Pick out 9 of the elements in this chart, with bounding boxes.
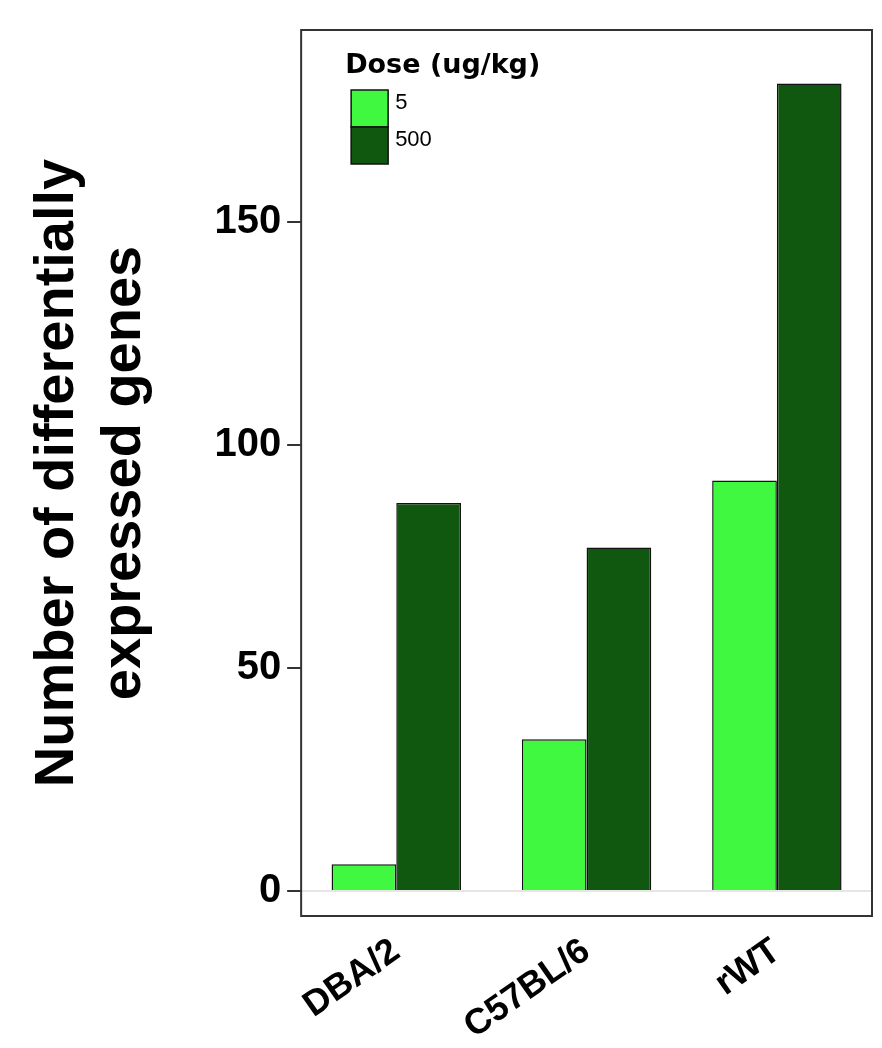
legend-label: 500 (395, 126, 432, 152)
legend-title: Dose (ug/kg) (345, 47, 541, 79)
y-tick-label: 100 (214, 419, 282, 464)
legend-label: 5 (395, 89, 408, 115)
y-tick-label: 150 (214, 196, 282, 241)
y-tick-label: 50 (236, 642, 282, 687)
y-tick-label: 0 (258, 866, 282, 911)
y-axis-title: Number of differentially expressed genes (22, 158, 153, 788)
x-tick-label: rWT (706, 928, 788, 1003)
